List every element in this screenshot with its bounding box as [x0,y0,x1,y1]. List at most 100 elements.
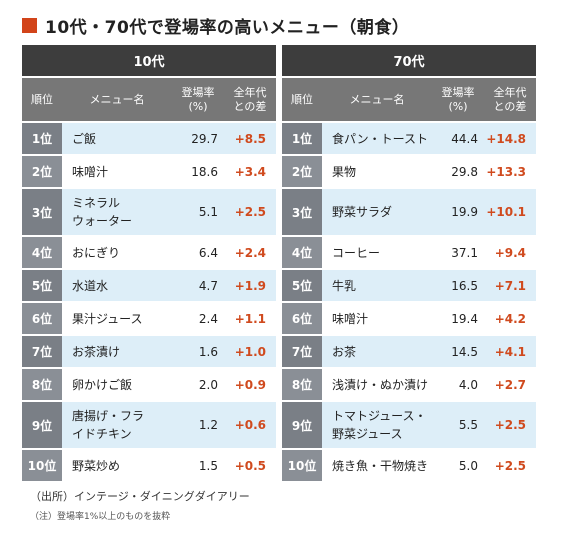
rate-cell: 37.1 [451,245,478,260]
diff-cell: +3.4 [234,164,266,179]
rate-cell: 18.6 [191,164,218,179]
table-body: 1位 ご飯 29.7 +8.5 2位 味噌汁 18.6 +3.4 3位 ミネラル ウォーター 5.1… [22,121,276,481]
rank-cell: 1位 [22,123,62,154]
column-header-diff: 全年代 との差 [493,85,527,113]
rank-cell: 9位 [22,402,62,448]
table-row: 1位 ご飯 29.7 +8.5 [22,121,276,154]
diff-cell: +0.9 [234,377,266,392]
menu-name-cell: 味噌汁 [72,164,109,179]
table-row: 2位 味噌汁 18.6 +3.4 [22,154,276,187]
chart-title: 10代・70代で登場率の高いメニュー（朝食） [45,17,410,38]
menu-name-cell: 果物 [332,164,357,179]
rank-cell: 10位 [22,450,62,481]
diff-cell: +2.5 [494,458,526,473]
diff-cell: +13.3 [486,164,526,179]
table-seventies: 70代 順位 メニュー名 登場率 (%) 全年代 との差 1位 食パン・トースト 4… [282,45,536,481]
diff-cell: +10.1 [486,205,526,219]
column-header-row: 順位 メニュー名 登場率 (%) 全年代 との差 [282,76,536,121]
rank-cell: 7位 [22,336,62,367]
table-row: 10位 野菜炒め 1.5 +0.5 [22,448,276,481]
rank-cell: 8位 [22,369,62,400]
source-text: （出所）インテージ・ダイニングダイアリー [30,490,250,503]
rate-cell: 1.6 [198,344,218,359]
diff-cell: +1.9 [234,278,266,293]
column-header-diff: 全年代 との差 [233,85,267,113]
rate-cell: 6.4 [198,245,218,260]
table-row: 3位 野菜サラダ 19.9 +10.1 [282,187,536,235]
diff-cell: +0.5 [234,458,266,473]
rate-cell: 1.2 [198,418,218,432]
diff-cell: +9.4 [494,245,526,260]
table-row: 5位 水道水 4.7 +1.9 [22,268,276,301]
rank-cell: 7位 [282,336,322,367]
menu-name-cell: 唐揚げ・フラ イドチキン [72,409,145,441]
rate-cell: 19.9 [451,205,478,219]
rank-cell: 4位 [282,237,322,268]
rate-cell: 14.5 [451,344,478,359]
note-text: （注）登場率1%以上のものを抜粋 [30,512,171,522]
menu-name-cell: コーヒー [332,245,381,260]
menu-name-cell: 野菜サラダ [332,205,393,219]
rank-cell: 10位 [282,450,322,481]
diff-cell: +2.5 [494,418,526,432]
menu-name-cell: 焼き魚・干物焼き [332,458,429,473]
menu-name-cell: お茶 [332,344,357,359]
rank-cell: 3位 [22,189,62,235]
rate-cell: 2.4 [198,311,218,326]
rank-cell: 6位 [22,303,62,334]
rank-cell: 3位 [282,189,322,235]
column-header-rate: 登場率 (%) [441,85,475,113]
rate-cell: 16.5 [451,278,478,293]
table-row: 1位 食パン・トースト 44.4 +14.8 [282,121,536,154]
table-row: 8位 浅漬け・ぬか漬け 4.0 +2.7 [282,367,536,400]
diff-cell: +1.1 [234,311,266,326]
table-row: 7位 お茶漬け 1.6 +1.0 [22,334,276,367]
diff-cell: +8.5 [234,131,266,146]
rate-cell: 29.8 [451,164,478,179]
rate-cell: 2.0 [198,377,218,392]
column-header-rate: 登場率 (%) [181,85,215,113]
column-header-row: 順位 メニュー名 登場率 (%) 全年代 との差 [22,76,276,121]
column-header-menu: メニュー名 [89,92,145,106]
rate-cell: 4.7 [198,278,218,293]
menu-name-cell: 味噌汁 [332,311,369,326]
table-teens: 10代 順位 メニュー名 登場率 (%) 全年代 との差 1位 ご飯 29.7 +8.… [22,45,276,481]
menu-name-cell: ミネラル ウォーター [72,196,133,228]
table-row: 5位 牛乳 16.5 +7.1 [282,268,536,301]
menu-name-cell: 牛乳 [332,278,357,293]
rate-cell: 19.4 [451,311,478,326]
table-row: 9位 唐揚げ・フラ イドチキン 1.2 +0.6 [22,400,276,448]
diff-cell: +14.8 [486,131,526,146]
menu-name-cell: 野菜炒め [72,458,121,473]
title-bar: 10代・70代で登場率の高いメニュー（朝食） [22,14,410,38]
column-header-rank: 順位 [31,92,53,106]
rank-cell: 5位 [22,270,62,301]
diff-cell: +4.1 [494,344,526,359]
column-header-rank: 順位 [291,92,313,106]
rate-cell: 5.5 [458,418,478,432]
column-header-menu: メニュー名 [349,92,405,106]
menu-name-cell: 水道水 [72,278,109,293]
diff-cell: +0.6 [234,418,266,432]
diff-cell: +2.7 [494,377,526,392]
menu-name-cell: トマトジュース・ 野菜ジュース [332,409,427,441]
table-row: 4位 コーヒー 37.1 +9.4 [282,235,536,268]
rate-cell: 29.7 [191,131,218,146]
table-row: 6位 味噌汁 19.4 +4.2 [282,301,536,334]
rate-cell: 4.0 [458,377,478,392]
menu-name-cell: 卵かけご飯 [72,377,133,392]
rank-cell: 6位 [282,303,322,334]
menu-name-cell: お茶漬け [72,344,121,359]
table-row: 9位 トマトジュース・ 野菜ジュース 5.5 +2.5 [282,400,536,448]
table-heading: 70代 [282,45,536,76]
table-row: 10位 焼き魚・干物焼き 5.0 +2.5 [282,448,536,481]
rate-cell: 1.5 [198,458,218,473]
menu-name-cell: ご飯 [72,131,97,146]
table-row: 2位 果物 29.8 +13.3 [282,154,536,187]
diff-cell: +2.4 [234,245,266,260]
diff-cell: +1.0 [234,344,266,359]
menu-name-cell: 食パン・トースト [332,131,429,146]
menu-name-cell: おにぎり [72,245,121,260]
rate-cell: 44.4 [451,131,478,146]
rate-cell: 5.0 [458,458,478,473]
